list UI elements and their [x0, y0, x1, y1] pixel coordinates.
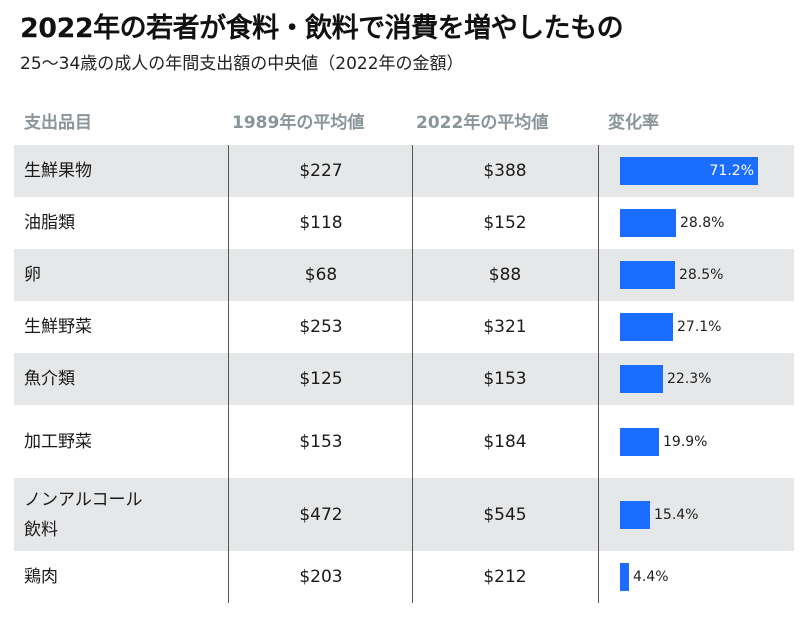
- column-divider: [412, 249, 413, 301]
- change-cell: 22.3%: [600, 353, 790, 405]
- change-cell: 4.4%: [600, 551, 790, 603]
- change-bar: [620, 500, 650, 529]
- value-2022: $545: [483, 504, 527, 525]
- change-bar: [620, 427, 659, 456]
- change-bar: [620, 365, 663, 393]
- change-label: 15.4%: [654, 506, 699, 523]
- value-2022: $212: [483, 567, 527, 587]
- value-1989: $153: [299, 431, 343, 452]
- column-divider: [228, 353, 229, 405]
- change-cell: 28.8%: [600, 197, 790, 249]
- change-bar: 71.2%: [620, 157, 758, 185]
- column-divider: [412, 405, 413, 478]
- header-change: 変化率: [608, 113, 659, 133]
- value-2022: $152: [483, 213, 527, 233]
- column-divider: [412, 197, 413, 249]
- value-1989: $472: [299, 504, 343, 525]
- item-name: ノンアルコール 飲料: [24, 489, 143, 540]
- item-name: 加工野菜: [24, 431, 92, 452]
- column-divider: [228, 301, 229, 353]
- table-row: 鶏肉 $203 $212 4.4%: [14, 551, 794, 603]
- table-row: 生鮮果物 $227 $388 71.2%: [14, 145, 794, 197]
- change-bar: [620, 209, 676, 237]
- value-2022: $388: [483, 161, 527, 181]
- table-row: 油脂類 $118 $152 28.8%: [14, 197, 794, 249]
- column-divider: [598, 249, 599, 301]
- table-row: 魚介類 $125 $153 22.3%: [14, 353, 794, 405]
- change-label: 4.4%: [633, 569, 669, 585]
- change-bar: [620, 313, 673, 341]
- change-cell: 28.5%: [600, 249, 790, 301]
- change-cell: 19.9%: [600, 405, 790, 478]
- change-label: 19.9%: [663, 433, 708, 450]
- column-divider: [598, 478, 599, 551]
- column-divider: [598, 301, 599, 353]
- column-divider: [412, 551, 413, 603]
- table-row: 生鮮野菜 $253 $321 27.1%: [14, 301, 794, 353]
- header-1989: 1989年の平均値: [232, 113, 365, 133]
- chart-subtitle: 25〜34歳の成人の年間支出額の中央値（2022年の金額）: [20, 54, 464, 74]
- header-item: 支出品目: [24, 113, 92, 133]
- change-label: 28.5%: [679, 267, 724, 283]
- change-cell: 27.1%: [600, 301, 790, 353]
- value-2022: $321: [483, 317, 527, 337]
- value-1989: $253: [299, 317, 343, 337]
- column-divider: [228, 551, 229, 603]
- change-label: 28.8%: [680, 215, 725, 231]
- value-2022: $184: [483, 431, 527, 452]
- value-2022: $153: [483, 369, 527, 389]
- table-header: 支出品目 1989年の平均値 2022年の平均値 変化率: [14, 108, 794, 138]
- column-divider: [228, 478, 229, 551]
- table-row: ノンアルコール 飲料 $472 $545 15.4%: [14, 478, 794, 551]
- column-divider: [598, 551, 599, 603]
- change-bar: [620, 261, 675, 289]
- item-name: 生鮮野菜: [24, 317, 92, 337]
- column-divider: [228, 405, 229, 478]
- item-name: 卵: [24, 265, 41, 285]
- change-cell: 15.4%: [600, 478, 790, 551]
- column-divider: [598, 145, 599, 197]
- table-row: 加工野菜 $153 $184 19.9%: [14, 405, 794, 478]
- item-name: 鶏肉: [24, 567, 58, 587]
- item-name: 生鮮果物: [24, 161, 92, 181]
- change-label: 22.3%: [667, 371, 712, 387]
- table-row: 卵 $68 $88 28.5%: [14, 249, 794, 301]
- column-divider: [412, 353, 413, 405]
- change-label: 27.1%: [677, 319, 722, 335]
- chart-title: 2022年の若者が食料・飲料で消費を増やしたもの: [20, 13, 624, 44]
- item-name: 魚介類: [24, 369, 75, 389]
- data-table: 生鮮果物 $227 $388 71.2% 油脂類 $118 $152 28.8% 卵 $68 $88…: [14, 145, 794, 603]
- column-divider: [598, 197, 599, 249]
- value-1989: $68: [304, 265, 338, 285]
- change-label: 71.2%: [709, 163, 754, 179]
- change-cell: 71.2%: [600, 145, 790, 197]
- value-1989: $203: [299, 567, 343, 587]
- value-1989: $227: [299, 161, 343, 181]
- change-bar: [620, 563, 629, 591]
- column-divider: [228, 145, 229, 197]
- value-2022: $88: [488, 265, 522, 285]
- item-name: 油脂類: [24, 213, 75, 233]
- column-divider: [598, 353, 599, 405]
- column-divider: [228, 249, 229, 301]
- header-2022: 2022年の平均値: [416, 113, 549, 133]
- column-divider: [412, 145, 413, 197]
- column-divider: [228, 197, 229, 249]
- column-divider: [598, 405, 599, 478]
- value-1989: $125: [299, 369, 343, 389]
- column-divider: [412, 301, 413, 353]
- value-1989: $118: [299, 213, 343, 233]
- column-divider: [412, 478, 413, 551]
